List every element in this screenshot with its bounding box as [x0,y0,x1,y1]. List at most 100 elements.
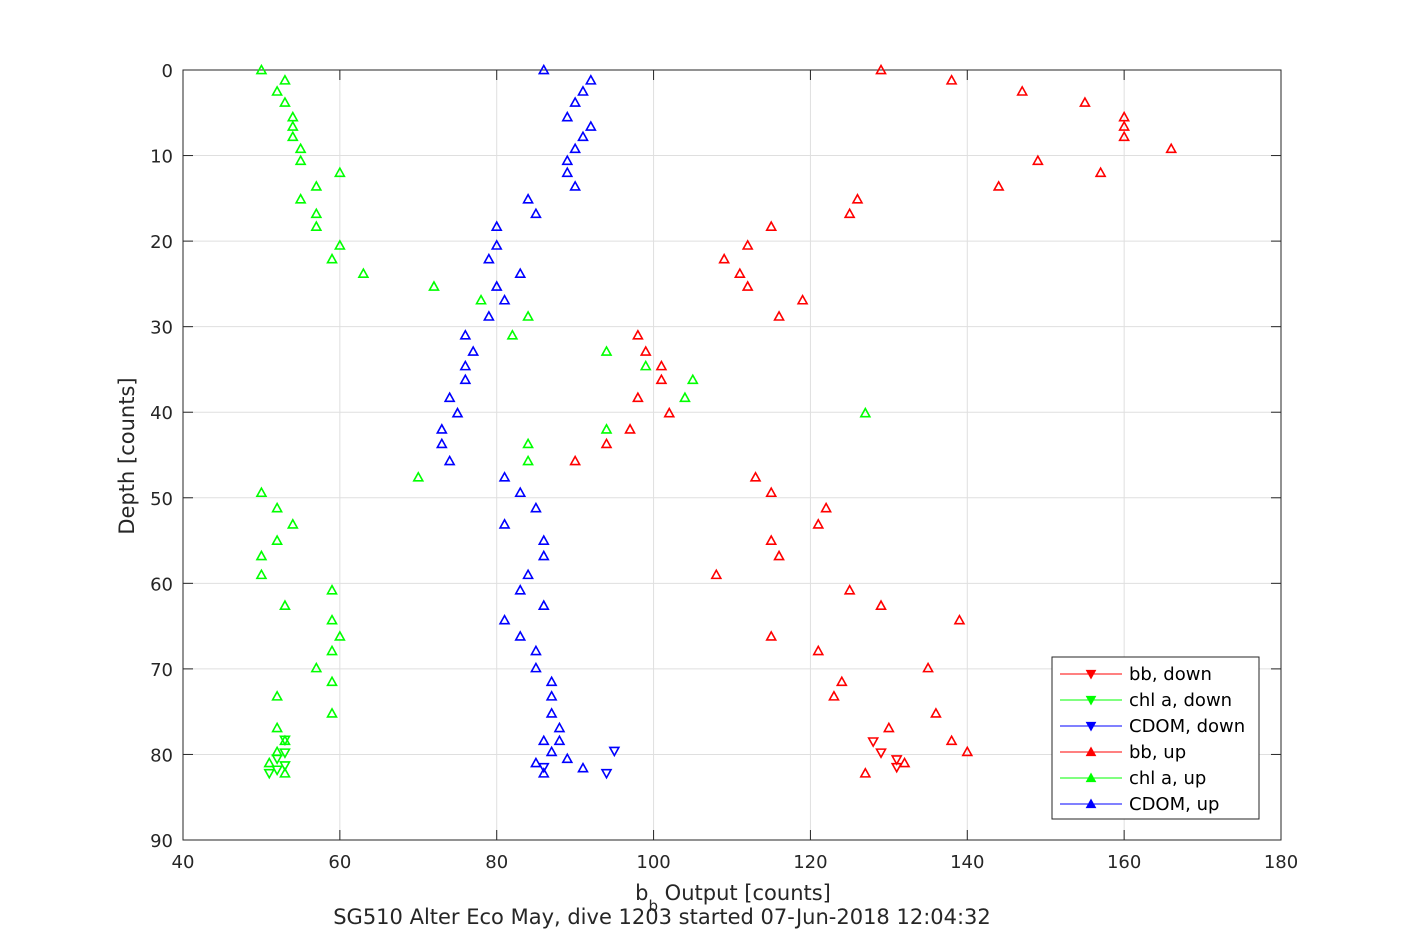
data-point [1118,120,1131,131]
chart-caption: SG510 Alter Eco May, dive 1203 started 0… [333,905,991,929]
data-point [451,406,464,418]
y-axis-label: Depth [counts] [115,377,139,534]
data-point [537,549,550,561]
data-point [584,120,597,131]
data-point [443,454,456,466]
data-point [624,423,636,434]
data-point [765,486,778,498]
data-point [522,454,534,466]
data-point [710,568,723,580]
x-axis-label: bb Output [counts] [635,881,831,915]
data-point [859,767,872,778]
data-point [843,584,856,595]
data-point [679,391,691,403]
data-point [686,373,699,385]
data-point [514,630,527,641]
data-point [530,207,542,219]
data-point [498,613,511,625]
data-point [600,345,613,356]
data-point [765,220,778,231]
data-point [577,130,589,142]
legend-marker [1085,772,1097,783]
data-point [1016,85,1029,96]
data-point [412,471,425,482]
data-point [279,748,291,759]
x-tick-label: 80 [485,852,508,873]
data-point [537,534,550,545]
x-tick-label: 180 [1264,852,1298,873]
data-point [553,734,566,746]
data-point [569,454,582,466]
legend-label: chl a, down [1129,690,1232,711]
data-point [255,63,268,75]
data-point [255,549,268,561]
data-point [310,661,323,673]
data-point [459,359,472,371]
data-point [537,63,550,75]
data-point [271,501,283,513]
data-point [875,748,887,759]
data-point [498,293,511,305]
data-point [765,534,778,545]
data-point [326,644,338,656]
data-point [506,329,519,340]
data-point [530,501,542,513]
data-point [663,406,676,418]
data-point [639,359,652,371]
data-point [326,613,338,625]
data-point [435,423,448,434]
x-tick-label: 100 [636,852,670,873]
data-point [530,661,542,673]
data-point [333,630,346,641]
data-point [310,207,323,219]
data-point [428,280,440,291]
data-point [859,406,872,418]
data-point [530,644,542,656]
data-point [326,584,338,595]
data-point [271,690,283,701]
legend-marker [1085,798,1097,809]
data-point [522,193,534,204]
data-point [569,96,582,107]
legend-label: CDOM, up [1129,794,1219,815]
data-point [294,193,307,204]
data-point [828,690,840,701]
data-point [961,745,974,757]
data-point [286,120,299,131]
data-point [561,110,574,122]
data-point [326,707,338,718]
data-point [530,756,542,768]
data-point [741,280,754,291]
data-point [498,471,511,482]
data-point [255,568,268,580]
data-point [459,329,472,340]
data-point [890,755,903,766]
data-point [655,359,668,371]
data-point [490,239,503,250]
data-point [1118,130,1131,142]
x-tick-label: 120 [793,852,827,873]
data-point [1079,96,1091,107]
y-tick-label: 30 [150,318,173,339]
data-point [294,154,307,166]
data-point [326,252,338,264]
data-point [843,207,856,219]
x-axis-label-main: b [635,881,648,905]
data-point [286,130,299,142]
data-point [326,675,338,687]
series-cdom-down [537,746,621,780]
y-tick-label: 10 [150,147,173,168]
data-point [992,180,1005,191]
y-tick-label: 0 [162,61,173,82]
data-point [741,239,754,250]
data-point [945,734,958,746]
data-point [310,220,323,231]
data-point [514,584,527,595]
y-tick-label: 90 [150,831,173,852]
series-cdom-up [435,63,597,778]
legend-label: bb, down [1129,664,1212,685]
data-point [945,74,958,85]
data-point [820,501,832,513]
data-point [498,518,511,529]
